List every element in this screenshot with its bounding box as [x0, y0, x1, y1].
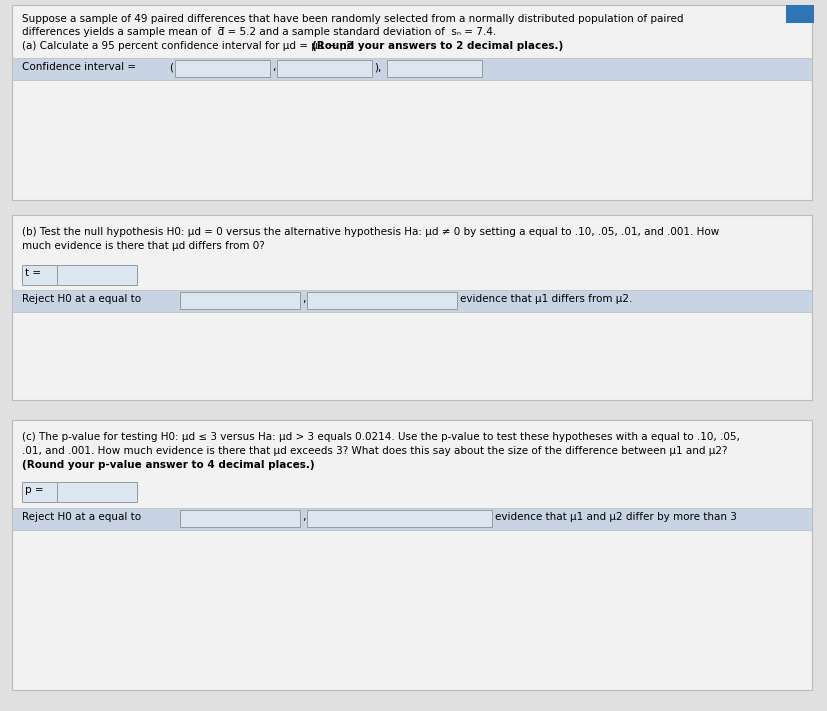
Text: evidence that μ1 differs from μ2.: evidence that μ1 differs from μ2. [460, 294, 632, 304]
Text: Reject H0 at a equal to: Reject H0 at a equal to [22, 294, 141, 304]
Bar [12, 290, 811, 312]
Bar [179, 510, 299, 527]
Bar [12, 215, 811, 400]
Text: ,: , [302, 294, 305, 304]
Text: (a) Calculate a 95 percent confidence interval for μd = μ1 − μ2: (a) Calculate a 95 percent confidence in… [22, 41, 359, 51]
Text: t =: t = [25, 268, 41, 278]
Bar [12, 508, 811, 530]
Text: much evidence is there that μd differs from 0?: much evidence is there that μd differs f… [22, 241, 265, 251]
Bar [174, 60, 270, 77]
Text: ),: ), [374, 62, 381, 72]
Text: ,: , [272, 62, 275, 72]
Bar [179, 292, 299, 309]
Text: Confidence interval =: Confidence interval = [22, 62, 136, 72]
Bar [57, 265, 136, 285]
Text: (: ( [169, 62, 173, 72]
Bar [307, 292, 457, 309]
Bar [277, 60, 371, 77]
Bar [22, 482, 136, 502]
Bar [785, 5, 813, 23]
Text: Suppose a sample of 49 paired differences that have been randomly selected from : Suppose a sample of 49 paired difference… [22, 14, 682, 24]
Bar [386, 60, 481, 77]
Bar [57, 482, 136, 502]
Text: Reject H0 at a equal to: Reject H0 at a equal to [22, 512, 141, 522]
Bar [307, 510, 491, 527]
Text: (Round your answers to 2 decimal places.): (Round your answers to 2 decimal places.… [312, 41, 562, 51]
Bar [22, 265, 136, 285]
Bar [12, 5, 811, 200]
Text: differences yields a sample mean of  d̅ = 5.2 and a sample standard deviation of: differences yields a sample mean of d̅ =… [22, 27, 495, 37]
Bar [12, 420, 811, 690]
Text: (b) Test the null hypothesis H0: μd = 0 versus the alternative hypothesis Ha: μd: (b) Test the null hypothesis H0: μd = 0 … [22, 227, 719, 237]
Bar [12, 58, 811, 80]
Text: (Round your p-value answer to 4 decimal places.): (Round your p-value answer to 4 decimal … [22, 460, 314, 470]
Text: ,: , [302, 512, 305, 522]
Text: (c) The p-value for testing H0: μd ≤ 3 versus Ha: μd > 3 equals 0.0214. Use the : (c) The p-value for testing H0: μd ≤ 3 v… [22, 432, 739, 442]
Text: p =: p = [25, 485, 44, 495]
Text: .01, and .001. How much evidence is there that μd exceeds 3? What does this say : .01, and .001. How much evidence is ther… [22, 446, 727, 456]
Text: evidence that μ1 and μ2 differ by more than 3: evidence that μ1 and μ2 differ by more t… [495, 512, 736, 522]
